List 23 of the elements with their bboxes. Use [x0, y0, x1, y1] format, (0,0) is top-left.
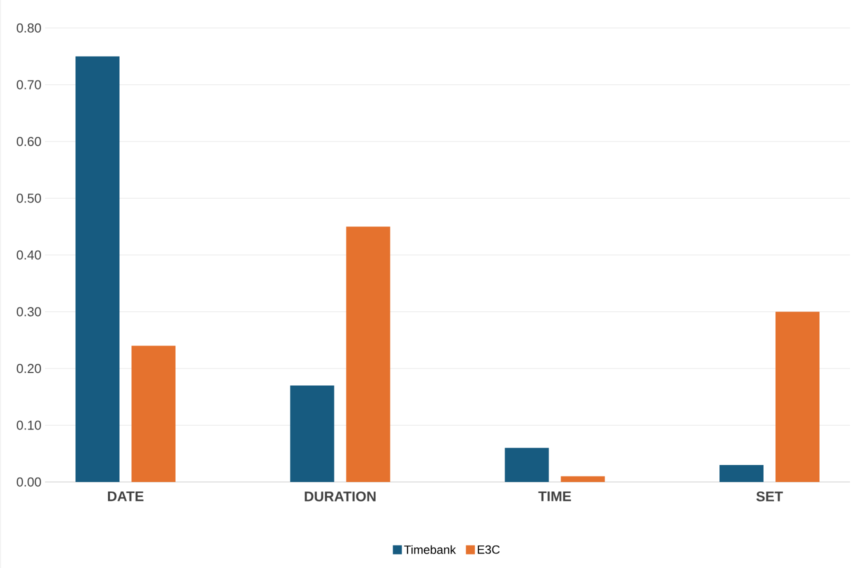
y-tick-label: 0.40 [16, 250, 41, 260]
legend-label: Timebank [404, 545, 456, 554]
y-tick-label: 0.30 [16, 307, 41, 316]
y-tick-label: 0.10 [16, 420, 41, 430]
bar [504, 448, 549, 482]
x-tick-label: DATE [108, 492, 144, 502]
y-tick-label: 0.50 [16, 194, 41, 203]
y-tick-label: 0.80 [16, 23, 41, 33]
legend-label: E3C [478, 545, 500, 554]
bar [720, 464, 764, 482]
y-tick-label: 0.60 [16, 136, 41, 146]
bar [560, 476, 605, 482]
x-tick-label: SET [756, 491, 783, 502]
y-tick-label: 0.00 [16, 477, 41, 487]
x-tick-label: DURATION [304, 491, 376, 502]
y-tick-label: 0.20 [16, 364, 41, 374]
y-tick-label: 0.70 [16, 80, 41, 90]
bar [776, 312, 820, 482]
bar [76, 56, 120, 482]
bar [290, 386, 334, 482]
x-tick-label: TIME [538, 492, 571, 502]
bar [132, 346, 176, 482]
bar [346, 226, 390, 482]
